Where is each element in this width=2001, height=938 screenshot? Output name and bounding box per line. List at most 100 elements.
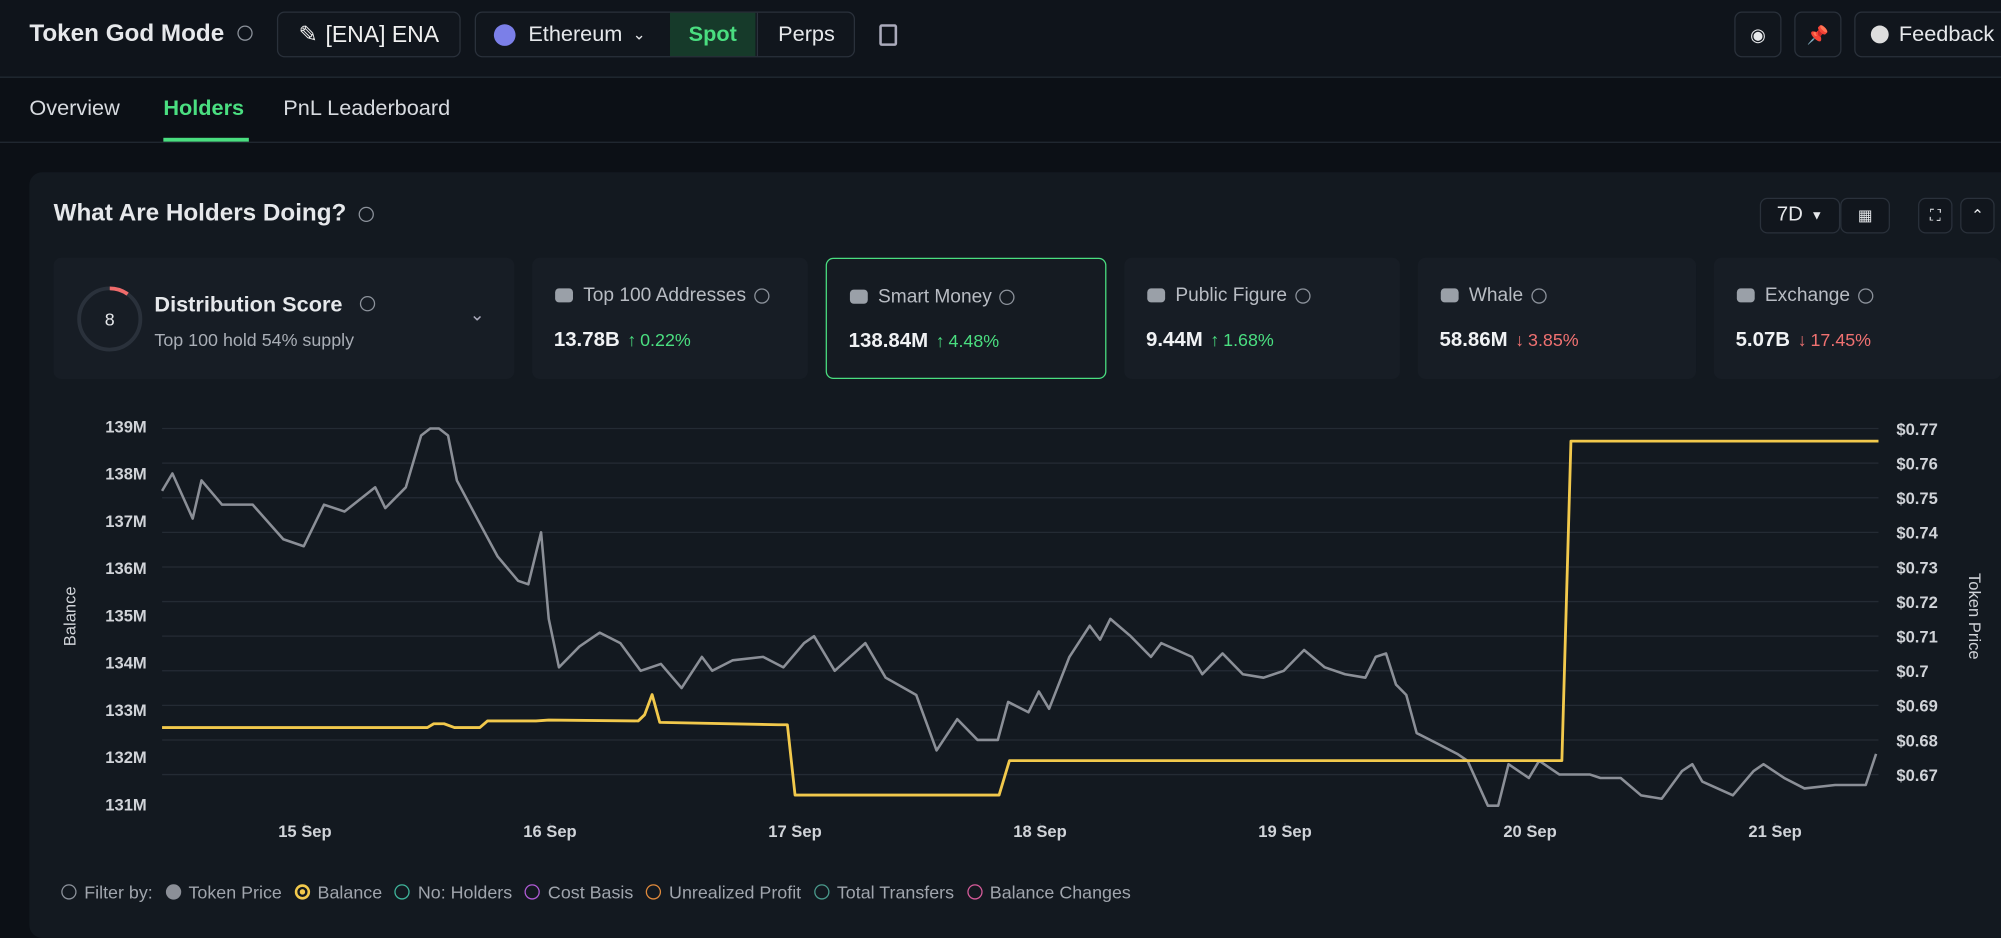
filter-dot (813, 884, 830, 900)
y-tick-label: 132M (105, 748, 146, 767)
info-icon (999, 289, 1015, 306)
card-label: Smart Money (878, 286, 1015, 308)
feedback-label: Feedback (1898, 21, 1995, 46)
card-icon (555, 288, 573, 303)
calendar-button[interactable]: ▦ (1840, 197, 1890, 234)
info-icon (359, 296, 376, 312)
metric-card[interactable]: Public Figure 9.44M ↑ 1.68% (1124, 257, 1400, 379)
x-tick-label: 18 Sep (1013, 822, 1066, 841)
y2-tick-label: $0.74 (1896, 524, 1938, 543)
filter-item[interactable]: Unrealized Profit (646, 882, 801, 902)
y-tick-label: 134M (105, 654, 146, 673)
card-label: Top 100 Addresses (583, 285, 769, 306)
tab-active[interactable]: Holders (163, 95, 245, 120)
collapse-button[interactable]: ⌃ (1960, 197, 1995, 234)
y2-tick-label: $0.76 (1896, 455, 1938, 474)
filter-dot (646, 884, 662, 900)
filter-name: No: Holders (417, 881, 513, 903)
change-value: 4.48% (948, 330, 1000, 351)
metric-card[interactable]: Smart Money 138.84M ↑ 4.48% (825, 257, 1107, 379)
filter-item[interactable]: Token Price (165, 882, 282, 902)
feedback-button[interactable]: Feedback (1854, 11, 2001, 58)
filter-name: Balance Changes (989, 881, 1131, 903)
filter-item[interactable]: No: Holders (394, 881, 513, 903)
card-change: ↑ 1.68% (1210, 329, 1273, 349)
y-tick-label: 138M (105, 465, 146, 484)
watch-button[interactable]: ◉ (1734, 11, 1782, 58)
y2-tick-label: $0.71 (1896, 628, 1938, 647)
x-tick-label: 16 Sep (523, 822, 576, 841)
filter-dot (524, 884, 541, 900)
y-tick-label: 135M (105, 606, 146, 625)
filter-item[interactable]: Total Transfers (813, 881, 955, 903)
card-change: ↑ 4.48% (936, 330, 999, 350)
x-tick-label: 19 Sep (1258, 822, 1311, 841)
chain-icon (493, 23, 516, 46)
filter-item[interactable]: Cost Basis (524, 882, 633, 902)
card-icon (849, 289, 868, 304)
info-icon (1294, 288, 1311, 304)
card-value: 5.07B ↓ 17.45% (1735, 329, 1872, 351)
x-tick-label: 20 Sep (1503, 822, 1556, 841)
filter-label: Filter by: (84, 881, 153, 903)
tab[interactable]: Overview (29, 95, 120, 120)
pin-button[interactable]: 📌 (1794, 11, 1842, 58)
filter-dot (165, 884, 181, 900)
score-ring: 8 (77, 286, 143, 352)
card-icon (1736, 288, 1755, 303)
y2-tick-label: $0.69 (1896, 697, 1938, 716)
info-icon (237, 25, 253, 41)
filter-item[interactable]: Balance (294, 882, 382, 902)
copy-icon[interactable] (879, 24, 898, 46)
card-icon (1147, 288, 1166, 303)
metric-card[interactable]: Exchange 5.07B ↓ 17.45% (1713, 257, 2001, 379)
metric-card[interactable]: Top 100 Addresses 13.78B ↑ 0.22% (532, 257, 808, 379)
perps-tab[interactable]: Perps (756, 12, 855, 57)
fullscreen-button[interactable]: ⛶ (1918, 197, 1953, 234)
card-label: Whale (1469, 285, 1547, 306)
y2-tick-label: $0.73 (1896, 558, 1938, 577)
y2-tick-label: $0.68 (1896, 731, 1938, 750)
info-icon (753, 288, 769, 304)
expand-icon[interactable]: ⌄ (469, 303, 485, 325)
range-label: 7D (1776, 204, 1803, 226)
tab[interactable]: PnL Leaderboard (283, 95, 451, 120)
card-value: 9.44M ↑ 1.68% (1145, 329, 1274, 351)
y2-tick-label: $0.77 (1896, 420, 1938, 439)
spot-tab[interactable]: Spot (669, 12, 756, 57)
distribution-card[interactable]: 8 Distribution Score Top 100 hold 54% su… (53, 257, 515, 379)
chain-group: Ethereum ⌄ (474, 11, 856, 58)
filter-dot (966, 884, 983, 900)
card-icon (1440, 288, 1459, 303)
info-icon (1857, 288, 1874, 304)
change-value: 1.68% (1223, 329, 1274, 350)
card-change: ↓ 17.45% (1798, 329, 1871, 349)
info-icon (358, 206, 374, 223)
token-button[interactable]: ✎ [ENA] ENA (276, 11, 461, 58)
filter-item[interactable]: Balance Changes (966, 881, 1131, 903)
filter-row: Filter by: Token Price Balance No: Holders… (61, 879, 1131, 905)
series-line (162, 439, 1879, 797)
card-label: Exchange (1765, 285, 1874, 306)
change-arrow: ↑ (935, 330, 945, 351)
y2-tick-label: $0.72 (1896, 593, 1938, 612)
filter-dot (394, 884, 411, 900)
y-tick-label: 139M (105, 417, 146, 436)
token-name: [ENA] ENA (325, 21, 440, 47)
x-tick-label: 21 Sep (1748, 822, 1801, 841)
metric-card[interactable]: Whale 58.86M ↓ 3.85% (1417, 257, 1697, 379)
card-change: ↑ 0.22% (627, 329, 690, 349)
distribution-subtitle: Top 100 hold 54% supply (154, 329, 355, 350)
y2-tick-label: $0.7 (1896, 662, 1928, 681)
change-arrow: ↑ (1210, 329, 1220, 350)
filter-name: Total Transfers (836, 881, 955, 903)
chain-name[interactable]: Ethereum (528, 21, 623, 46)
range-select[interactable]: 7D ▼ (1759, 197, 1841, 234)
y-tick-label: 133M (105, 701, 146, 720)
distribution-title: Distribution Score (154, 292, 343, 317)
card-value: 13.78B ↑ 0.22% (553, 329, 691, 351)
card-change: ↓ 3.85% (1515, 329, 1578, 349)
